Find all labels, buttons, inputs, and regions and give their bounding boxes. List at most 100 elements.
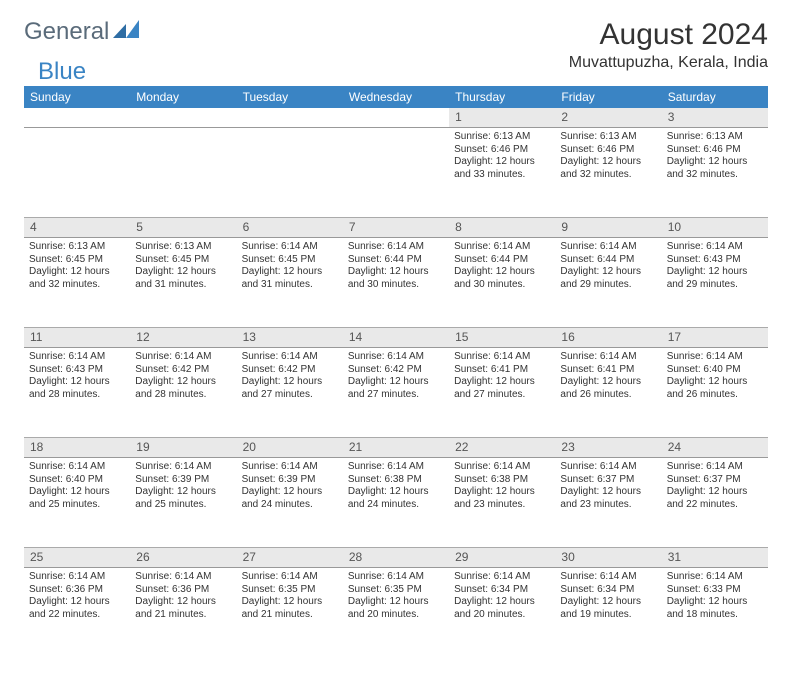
sunset-line: Sunset: 6:38 PM	[454, 474, 550, 487]
sunset-line: Sunset: 6:37 PM	[667, 474, 763, 487]
day-number-cell: 28	[343, 548, 449, 568]
sunset-line: Sunset: 6:39 PM	[135, 474, 231, 487]
sunset-line: Sunset: 6:45 PM	[242, 254, 338, 267]
sunrise-line: Sunrise: 6:14 AM	[454, 461, 550, 474]
day-detail-cell: Sunrise: 6:14 AMSunset: 6:37 PMDaylight:…	[662, 458, 768, 548]
sunset-line: Sunset: 6:44 PM	[560, 254, 656, 267]
daylight-line: Daylight: 12 hours and 33 minutes.	[454, 156, 550, 181]
month-title: August 2024	[569, 18, 768, 52]
day-detail-cell: Sunrise: 6:14 AMSunset: 6:42 PMDaylight:…	[343, 348, 449, 438]
detail-row: Sunrise: 6:14 AMSunset: 6:36 PMDaylight:…	[24, 568, 768, 658]
day-number-cell: 24	[662, 438, 768, 458]
sunrise-line: Sunrise: 6:14 AM	[348, 571, 444, 584]
day-detail-cell: Sunrise: 6:14 AMSunset: 6:44 PMDaylight:…	[343, 238, 449, 328]
sunset-line: Sunset: 6:34 PM	[454, 584, 550, 597]
day-detail-cell	[130, 128, 236, 218]
detail-row: Sunrise: 6:14 AMSunset: 6:40 PMDaylight:…	[24, 458, 768, 548]
sunrise-line: Sunrise: 6:14 AM	[242, 241, 338, 254]
daylight-line: Daylight: 12 hours and 32 minutes.	[29, 266, 125, 291]
daylight-line: Daylight: 12 hours and 23 minutes.	[454, 486, 550, 511]
daylight-line: Daylight: 12 hours and 29 minutes.	[560, 266, 656, 291]
daylight-line: Daylight: 12 hours and 31 minutes.	[135, 266, 231, 291]
daylight-line: Daylight: 12 hours and 23 minutes.	[560, 486, 656, 511]
day-number-cell: 8	[449, 218, 555, 238]
day-detail-cell: Sunrise: 6:13 AMSunset: 6:45 PMDaylight:…	[130, 238, 236, 328]
daylight-line: Daylight: 12 hours and 27 minutes.	[348, 376, 444, 401]
weekday-header: Friday	[555, 86, 661, 108]
sunrise-line: Sunrise: 6:14 AM	[454, 351, 550, 364]
day-number-cell: 19	[130, 438, 236, 458]
day-detail-cell: Sunrise: 6:14 AMSunset: 6:34 PMDaylight:…	[449, 568, 555, 658]
daylight-line: Daylight: 12 hours and 27 minutes.	[454, 376, 550, 401]
sunrise-line: Sunrise: 6:14 AM	[348, 461, 444, 474]
weekday-header-row: Sunday Monday Tuesday Wednesday Thursday…	[24, 86, 768, 108]
day-number-cell: 10	[662, 218, 768, 238]
day-detail-cell: Sunrise: 6:13 AMSunset: 6:46 PMDaylight:…	[555, 128, 661, 218]
logo-text-blue: Blue	[38, 58, 86, 86]
day-detail-cell: Sunrise: 6:14 AMSunset: 6:40 PMDaylight:…	[24, 458, 130, 548]
sunset-line: Sunset: 6:36 PM	[29, 584, 125, 597]
day-number-cell: 17	[662, 328, 768, 348]
sunset-line: Sunset: 6:33 PM	[667, 584, 763, 597]
sunrise-line: Sunrise: 6:14 AM	[667, 571, 763, 584]
daylight-line: Daylight: 12 hours and 29 minutes.	[667, 266, 763, 291]
day-detail-cell	[343, 128, 449, 218]
detail-row: Sunrise: 6:13 AMSunset: 6:46 PMDaylight:…	[24, 128, 768, 218]
sunset-line: Sunset: 6:44 PM	[348, 254, 444, 267]
day-detail-cell: Sunrise: 6:13 AMSunset: 6:46 PMDaylight:…	[662, 128, 768, 218]
daylight-line: Daylight: 12 hours and 32 minutes.	[667, 156, 763, 181]
sunrise-line: Sunrise: 6:14 AM	[348, 241, 444, 254]
day-detail-cell	[24, 128, 130, 218]
daylight-line: Daylight: 12 hours and 31 minutes.	[242, 266, 338, 291]
day-detail-cell: Sunrise: 6:14 AMSunset: 6:36 PMDaylight:…	[130, 568, 236, 658]
day-detail-cell: Sunrise: 6:14 AMSunset: 6:38 PMDaylight:…	[449, 458, 555, 548]
sunrise-line: Sunrise: 6:14 AM	[135, 571, 231, 584]
sunset-line: Sunset: 6:43 PM	[667, 254, 763, 267]
sunrise-line: Sunrise: 6:14 AM	[348, 351, 444, 364]
sunrise-line: Sunrise: 6:14 AM	[29, 461, 125, 474]
sunset-line: Sunset: 6:42 PM	[348, 364, 444, 377]
weekday-header: Monday	[130, 86, 236, 108]
sunset-line: Sunset: 6:42 PM	[135, 364, 231, 377]
sunrise-line: Sunrise: 6:14 AM	[135, 461, 231, 474]
day-number-cell: 16	[555, 328, 661, 348]
sunrise-line: Sunrise: 6:13 AM	[29, 241, 125, 254]
day-number-cell: 2	[555, 108, 661, 128]
daylight-line: Daylight: 12 hours and 24 minutes.	[348, 486, 444, 511]
day-detail-cell: Sunrise: 6:14 AMSunset: 6:38 PMDaylight:…	[343, 458, 449, 548]
day-detail-cell: Sunrise: 6:14 AMSunset: 6:39 PMDaylight:…	[237, 458, 343, 548]
sunset-line: Sunset: 6:39 PM	[242, 474, 338, 487]
day-detail-cell: Sunrise: 6:14 AMSunset: 6:39 PMDaylight:…	[130, 458, 236, 548]
day-number-cell: 9	[555, 218, 661, 238]
day-detail-cell: Sunrise: 6:14 AMSunset: 6:40 PMDaylight:…	[662, 348, 768, 438]
daylight-line: Daylight: 12 hours and 20 minutes.	[454, 596, 550, 621]
sunset-line: Sunset: 6:37 PM	[560, 474, 656, 487]
day-number-cell: 15	[449, 328, 555, 348]
day-number-cell: 14	[343, 328, 449, 348]
weekday-header: Sunday	[24, 86, 130, 108]
day-number-cell: 1	[449, 108, 555, 128]
day-number-cell	[237, 108, 343, 128]
weekday-header: Tuesday	[237, 86, 343, 108]
day-number-cell: 23	[555, 438, 661, 458]
daylight-line: Daylight: 12 hours and 28 minutes.	[135, 376, 231, 401]
sunrise-line: Sunrise: 6:13 AM	[667, 131, 763, 144]
day-number-cell: 22	[449, 438, 555, 458]
logo-mark-icon	[113, 20, 139, 38]
weekday-header: Wednesday	[343, 86, 449, 108]
sunset-line: Sunset: 6:34 PM	[560, 584, 656, 597]
sunrise-line: Sunrise: 6:14 AM	[560, 571, 656, 584]
sunrise-line: Sunrise: 6:14 AM	[667, 241, 763, 254]
day-number-cell	[343, 108, 449, 128]
day-number-cell: 26	[130, 548, 236, 568]
sunrise-line: Sunrise: 6:13 AM	[454, 131, 550, 144]
daylight-line: Daylight: 12 hours and 22 minutes.	[29, 596, 125, 621]
day-number-cell: 31	[662, 548, 768, 568]
day-number-cell: 13	[237, 328, 343, 348]
daylight-line: Daylight: 12 hours and 18 minutes.	[667, 596, 763, 621]
sunset-line: Sunset: 6:45 PM	[29, 254, 125, 267]
sunrise-line: Sunrise: 6:14 AM	[242, 571, 338, 584]
logo-text-general: General	[24, 18, 109, 46]
day-detail-cell: Sunrise: 6:13 AMSunset: 6:46 PMDaylight:…	[449, 128, 555, 218]
sunrise-line: Sunrise: 6:14 AM	[29, 571, 125, 584]
